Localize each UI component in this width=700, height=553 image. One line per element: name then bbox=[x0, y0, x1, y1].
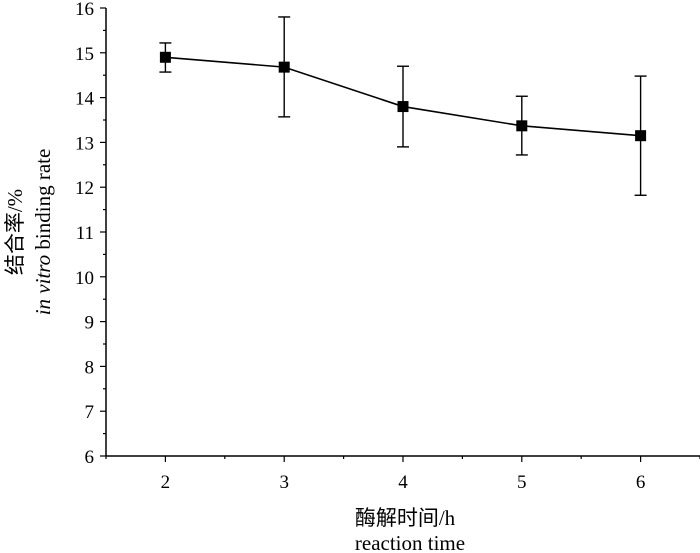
y-tick-label: 14 bbox=[75, 89, 95, 110]
y-tick-label: 13 bbox=[75, 133, 94, 154]
data-point-marker bbox=[397, 101, 409, 113]
y-tick-label: 12 bbox=[75, 178, 94, 199]
data-point-marker bbox=[159, 51, 171, 63]
y-tick-label: 8 bbox=[85, 357, 95, 378]
x-tick-label: 5 bbox=[517, 472, 527, 493]
y-tick-label: 6 bbox=[85, 447, 95, 468]
x-tick-label: 2 bbox=[161, 472, 171, 493]
plot-area bbox=[159, 16, 647, 196]
y-tick-label: 11 bbox=[76, 223, 94, 244]
y-tick-label: 7 bbox=[85, 402, 95, 423]
x-tick-label: 6 bbox=[636, 472, 646, 493]
data-point-marker bbox=[516, 120, 528, 132]
y-tick-label: 15 bbox=[75, 44, 94, 65]
y-tick-label: 10 bbox=[75, 268, 94, 289]
y-axis-title-en: in vitro binding rate bbox=[31, 149, 55, 316]
data-point-marker bbox=[635, 130, 647, 142]
x-tick-label: 3 bbox=[279, 472, 289, 493]
x-tick-label: 4 bbox=[398, 472, 408, 493]
x-axis-title-cn: 酶解时间/h bbox=[355, 506, 456, 530]
x-axis-title-en: reaction time bbox=[355, 531, 465, 553]
y-axis-title-en-rest: binding rate bbox=[31, 149, 55, 255]
y-tick-label: 9 bbox=[85, 313, 95, 334]
y-tick-label: 16 bbox=[75, 0, 94, 20]
x-ticks: 2 3 4 5 6 bbox=[105, 456, 700, 493]
data-point-marker bbox=[278, 61, 290, 73]
y-axis-title-en-italic: in vitro bbox=[31, 255, 55, 315]
y-ticks: 6 7 8 9 10 11 12 13 14 15 16 bbox=[75, 0, 106, 468]
y-axis-title-cn: 结合率/% bbox=[3, 189, 27, 275]
